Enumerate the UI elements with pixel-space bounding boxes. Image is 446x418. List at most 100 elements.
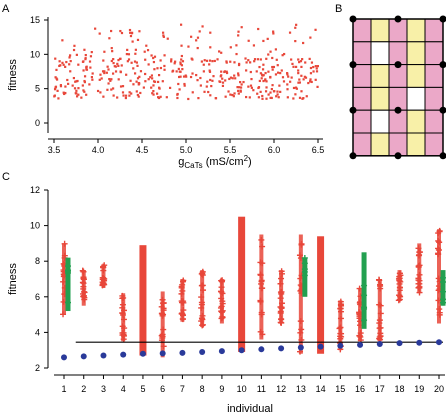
panel-a-point	[145, 44, 148, 47]
panel-a-point	[252, 89, 255, 92]
panel-a-point	[305, 95, 308, 98]
panel-a-x-label-main: g	[178, 156, 184, 168]
panel-c-red-range	[160, 291, 165, 358]
panel-a-point	[128, 91, 131, 94]
panel-a-point	[310, 80, 313, 84]
panel-a-point	[274, 73, 278, 76]
panel-a-point	[132, 67, 135, 70]
panel-a-point	[99, 73, 102, 76]
panel-a-point	[134, 48, 137, 51]
panel-c-y-tick-label: 4	[35, 327, 40, 337]
panel-c-x-tick-label: 15	[335, 384, 345, 394]
panel-c-green-range	[361, 252, 367, 329]
panel-c-red-range	[338, 300, 343, 351]
panel-a-point	[208, 63, 211, 66]
panel-a-point	[195, 73, 198, 77]
panel-a-point	[312, 70, 315, 73]
panel-a-point	[163, 64, 166, 68]
panel-a-point	[312, 65, 315, 69]
panel-a-point	[181, 68, 184, 71]
panel-a-point	[250, 86, 253, 89]
panel-a-point	[275, 58, 278, 61]
panel-a-point	[271, 68, 274, 71]
panel-a-point	[173, 62, 176, 65]
panel-a-y-tick-label: 10	[30, 49, 40, 59]
panel-b-node	[439, 61, 446, 69]
panel-a-point	[247, 39, 250, 42]
panel-a-point	[77, 93, 80, 96]
panel-a-point	[72, 76, 76, 80]
panel-b-cell	[406, 86, 426, 111]
panel-a-point	[89, 66, 92, 69]
panel-a-point	[267, 53, 270, 56]
panel-a-point	[267, 70, 270, 73]
panel-a-point	[75, 80, 78, 83]
panel-a-point	[90, 51, 93, 54]
panel-a-point	[82, 69, 85, 72]
panel-a-point	[139, 91, 142, 95]
panel-c-green-point	[361, 305, 368, 312]
panel-a-point	[196, 79, 199, 82]
panel-a-point	[83, 90, 86, 93]
panel-a-point	[286, 72, 289, 75]
panel-a-point	[180, 54, 183, 58]
panel-a-point	[297, 58, 300, 61]
panel-a-point	[189, 75, 193, 79]
panel-a-point	[139, 70, 143, 73]
panel-a-point	[147, 63, 150, 66]
panel-a-x-tick-label: 5.5	[224, 145, 237, 155]
panel-letter-c: C	[2, 171, 10, 183]
panel-a-point	[274, 48, 277, 51]
panel-a-point	[101, 70, 105, 73]
panel-a-point	[244, 57, 247, 60]
panel-a-point	[239, 86, 243, 89]
panel-a-point	[249, 70, 252, 74]
panel-a-point	[110, 59, 113, 63]
panel-a-x-tick-label: 6.5	[312, 145, 325, 155]
panel-a-point	[64, 65, 67, 68]
panel-a-point	[294, 39, 297, 43]
panel-a-point	[233, 74, 236, 77]
panel-c-x-tick-label: 18	[395, 384, 405, 394]
panel-a-point	[190, 35, 193, 38]
panel-a-x-tick-label: 5.0	[180, 145, 193, 155]
panel-b-node	[394, 61, 402, 69]
panel-a-point	[261, 94, 264, 98]
panel-a-point	[294, 26, 297, 29]
panel-a-point	[257, 96, 260, 99]
panel-a-point	[136, 64, 139, 67]
panel-c-red-range	[121, 293, 126, 342]
panel-a-point	[231, 93, 234, 97]
panel-c-red-bar	[238, 216, 246, 352]
panel-c-blue-point	[376, 340, 383, 347]
panel-a-point	[137, 95, 140, 98]
panel-c-points	[60, 216, 446, 361]
panel-a-point	[53, 88, 57, 91]
panel-a-point	[69, 70, 72, 73]
panel-b-cell	[424, 109, 444, 134]
panel-c-red-range	[200, 270, 205, 328]
panel-a-point	[203, 59, 206, 62]
panel-a-point	[106, 88, 109, 91]
panel-a-point	[179, 75, 182, 78]
panel-a-point	[261, 97, 264, 100]
panel-a-point	[103, 70, 106, 73]
panel-c-green-point	[440, 288, 446, 295]
panel-a-point	[301, 97, 304, 100]
panel-a-point	[90, 76, 94, 79]
panel-a-point	[252, 44, 256, 47]
panel-b-cell	[406, 109, 426, 134]
panel-a-point	[269, 96, 272, 99]
panel-b-cell	[406, 41, 426, 66]
panel-c-red-range	[358, 287, 363, 342]
panel-a-point	[291, 62, 294, 65]
panel-a-point	[67, 82, 70, 85]
panel-a-point	[211, 79, 214, 82]
panel-a-point	[159, 66, 163, 70]
panel-a-point	[159, 59, 162, 62]
panel-a-point	[286, 88, 289, 91]
panel-c-blue-point	[120, 351, 127, 358]
panel-a-points	[53, 23, 320, 101]
panel-a-point	[64, 85, 67, 88]
panel-a-point	[61, 61, 64, 64]
